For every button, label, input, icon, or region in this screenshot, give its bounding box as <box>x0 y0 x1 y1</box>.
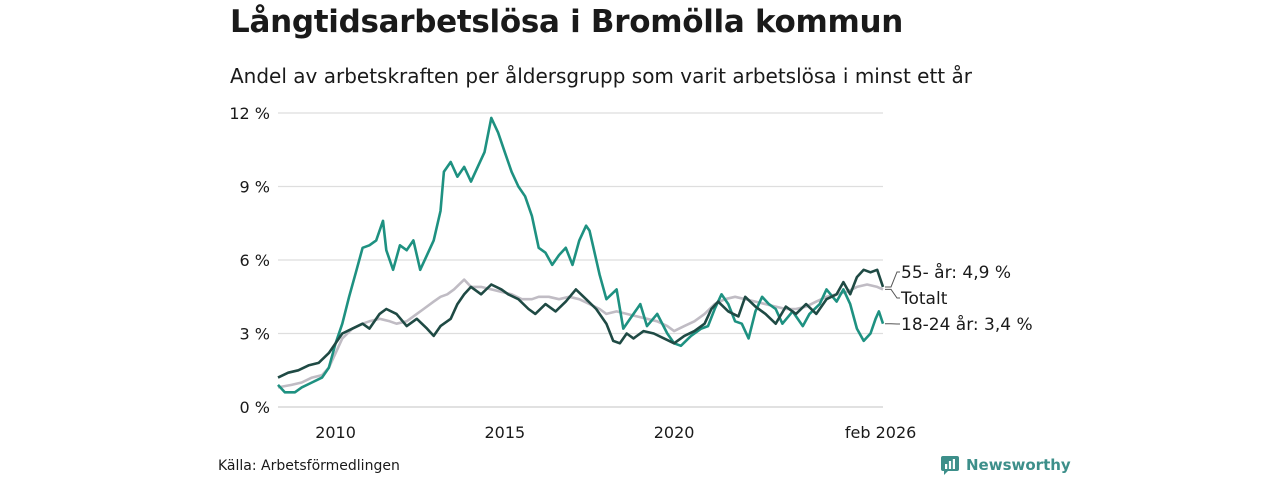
x-tick-label: feb 2026 <box>845 423 916 442</box>
brand-name: Newsworthy <box>966 456 1071 474</box>
series-line-18-24-r <box>277 116 885 394</box>
y-tick-label: 0 % <box>240 398 270 417</box>
end-label-leader <box>885 271 900 288</box>
end-label: 55- år: 4,9 % <box>901 262 1011 283</box>
y-axis-labels: 0 % 3 % 6 % 9 % 12 % <box>229 104 270 417</box>
y-tick-label: 6 % <box>240 251 270 270</box>
y-tick-label: 3 % <box>240 325 270 344</box>
chart-title: Långtidsarbetslösa i Bromölla kommun <box>230 4 904 40</box>
x-tick-label: 2010 <box>315 423 356 442</box>
y-tick-label: 12 % <box>229 104 270 123</box>
series-lines <box>277 116 885 394</box>
newsworthy-icon <box>941 456 959 475</box>
end-label: 18-24 år: 3,4 % <box>901 314 1033 335</box>
series-line-55-r <box>277 268 885 379</box>
end-label-leader <box>885 288 900 299</box>
chart-subtitle: Andel av arbetskraften per åldersgrupp s… <box>230 64 972 88</box>
brand-logo[interactable]: Newsworthy <box>940 455 1071 475</box>
end-label: Totalt <box>900 289 948 309</box>
source-note: Källa: Arbetsförmedlingen <box>218 458 400 474</box>
y-tick-label: 9 % <box>240 178 270 197</box>
x-tick-label: 2020 <box>654 423 695 442</box>
x-axis-labels: 2010 2015 2020 feb 2026 <box>315 423 916 442</box>
series-end-labels: 55- år: 4,9 % Totalt 18-24 år: 3,4 % <box>885 262 1033 335</box>
gridlines <box>278 112 883 408</box>
x-tick-label: 2015 <box>484 423 525 442</box>
